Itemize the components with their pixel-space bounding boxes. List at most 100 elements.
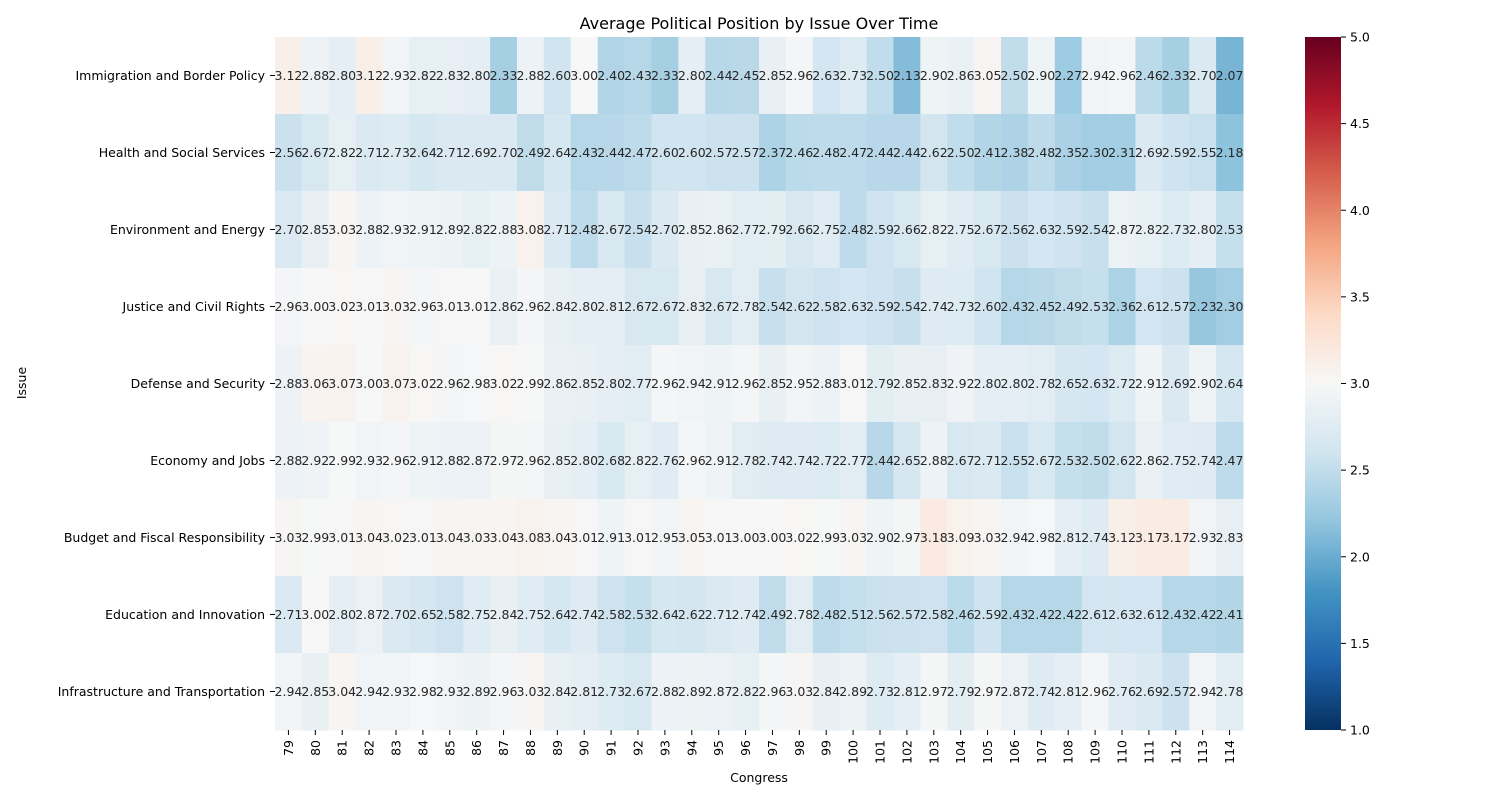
- heatmap-cell: [705, 345, 733, 423]
- heatmap-cell: [893, 268, 921, 346]
- cell-value-label: 3.02: [409, 376, 437, 391]
- cell-value-label: 2.93: [436, 684, 464, 699]
- heatmap-cell: [517, 422, 545, 500]
- heatmap-cell: [1027, 499, 1056, 577]
- heatmap-cell: [1081, 653, 1110, 731]
- heatmap-cell: [705, 268, 733, 346]
- heatmap-cell: [1108, 268, 1136, 346]
- heatmap-cell: [409, 345, 437, 423]
- heatmap-cell: [436, 576, 464, 654]
- column-tick-label: 94: [684, 740, 699, 756]
- heatmap-cell: [1081, 576, 1110, 654]
- cell-value-label: 2.53: [1081, 299, 1109, 314]
- cell-value-label: 2.53: [1216, 222, 1244, 237]
- cell-value-label: 3.07: [328, 376, 356, 391]
- cell-value-label: 3.03: [974, 530, 1002, 545]
- cell-value-label: 2.74: [570, 607, 598, 622]
- heatmap-cell: [517, 653, 545, 731]
- cell-value-label: 2.80: [678, 68, 706, 83]
- cell-value-label: 2.95: [651, 530, 679, 545]
- cell-value-label: 2.66: [785, 222, 813, 237]
- cell-value-label: 2.67: [651, 299, 679, 314]
- cell-value-label: 2.91: [409, 453, 437, 468]
- column-tick-label: 110: [1115, 740, 1130, 764]
- heatmap-cell: [759, 576, 787, 654]
- cell-value-label: 2.97: [490, 453, 518, 468]
- cell-value-label: 2.99: [328, 453, 356, 468]
- cell-value-label: 2.58: [812, 299, 840, 314]
- heatmap-cell: [1027, 345, 1056, 423]
- column-tick-label: 113: [1195, 740, 1210, 764]
- cell-value-label: 2.57: [705, 145, 733, 160]
- column-tick-label: 87: [496, 740, 511, 756]
- colorbar-tick-label: 5.0: [1350, 30, 1370, 45]
- heatmap-cell: [812, 576, 841, 654]
- cell-value-label: 2.55: [1001, 453, 1029, 468]
- cell-value-label: 2.91: [409, 222, 437, 237]
- heatmap-cell: [785, 114, 814, 192]
- cell-value-label: 2.86: [705, 222, 733, 237]
- heatmap-cell: [328, 499, 357, 577]
- heatmap-cell: [355, 268, 384, 346]
- heatmap-cell: [974, 499, 1002, 577]
- cell-value-label: 2.83: [436, 68, 464, 83]
- heatmap-cell: [409, 191, 437, 269]
- heatmap-cell: [785, 268, 814, 346]
- heatmap-cell: [275, 268, 303, 346]
- cell-value-label: 2.74: [1027, 684, 1055, 699]
- cell-value-label: 3.01: [839, 376, 867, 391]
- cell-value-label: 2.75: [947, 222, 975, 237]
- heatmap-cell: [597, 653, 626, 731]
- heatmap-cell: [382, 268, 410, 346]
- heatmap-cell: [812, 191, 841, 269]
- cell-value-label: 2.69: [463, 145, 491, 160]
- cell-value-label: 2.71: [355, 145, 383, 160]
- cell-value-label: 2.78: [1027, 376, 1055, 391]
- cell-value-label: 2.83: [920, 376, 948, 391]
- heatmap-cell: [490, 576, 518, 654]
- cell-value-label: 3.01: [463, 299, 491, 314]
- column-tick-label: 101: [873, 740, 888, 764]
- heatmap-cell: [1108, 499, 1136, 577]
- heatmap-cell: [409, 422, 437, 500]
- cell-value-label: 2.75: [463, 607, 491, 622]
- cell-value-label: 2.33: [651, 68, 679, 83]
- cell-value-label: 2.96: [1108, 68, 1136, 83]
- cell-value-label: 2.87: [1108, 222, 1136, 237]
- heatmap-cell: [1054, 576, 1083, 654]
- cell-value-label: 2.49: [1054, 299, 1082, 314]
- column-tick-label: 98: [792, 740, 807, 756]
- cell-value-label: 2.76: [651, 453, 679, 468]
- column-tick-label: 102: [899, 740, 914, 764]
- heatmap-cell: [1108, 191, 1136, 269]
- cell-value-label: 3.08: [517, 222, 545, 237]
- cell-value-label: 2.81: [1054, 530, 1082, 545]
- cell-value-label: 2.91: [705, 376, 733, 391]
- cell-value-label: 2.69: [1162, 376, 1190, 391]
- heatmap-cell: [705, 37, 733, 115]
- cell-value-label: 2.45: [1027, 299, 1055, 314]
- cell-value-label: 3.03: [839, 530, 867, 545]
- cell-value-label: 2.57: [1162, 684, 1190, 699]
- heatmap-cell: [1081, 422, 1110, 500]
- cell-value-label: 2.96: [732, 376, 760, 391]
- cell-value-label: 2.60: [678, 145, 706, 160]
- heatmap-cell: [866, 345, 894, 423]
- heatmap-cell: [624, 422, 652, 500]
- heatmap-cell: [275, 576, 303, 654]
- heatmap-cell: [301, 653, 330, 731]
- column-tick-label: 103: [926, 740, 941, 764]
- cell-value-label: 2.53: [624, 607, 652, 622]
- cell-value-label: 3.01: [355, 299, 383, 314]
- heatmap-cell: [1135, 114, 1163, 192]
- heatmap-cell: [866, 653, 894, 731]
- column-tick-label: 79: [281, 740, 296, 756]
- heatmap-cell: [1216, 653, 1244, 731]
- cell-value-label: 2.96: [275, 299, 303, 314]
- column-tick-label: 105: [980, 740, 995, 764]
- heatmap-cell: [517, 114, 545, 192]
- row-tick-label: Education and Innovation: [105, 607, 265, 622]
- cell-value-label: 2.68: [597, 453, 625, 468]
- cell-value-label: 2.80: [328, 607, 356, 622]
- cell-value-label: 2.44: [705, 68, 733, 83]
